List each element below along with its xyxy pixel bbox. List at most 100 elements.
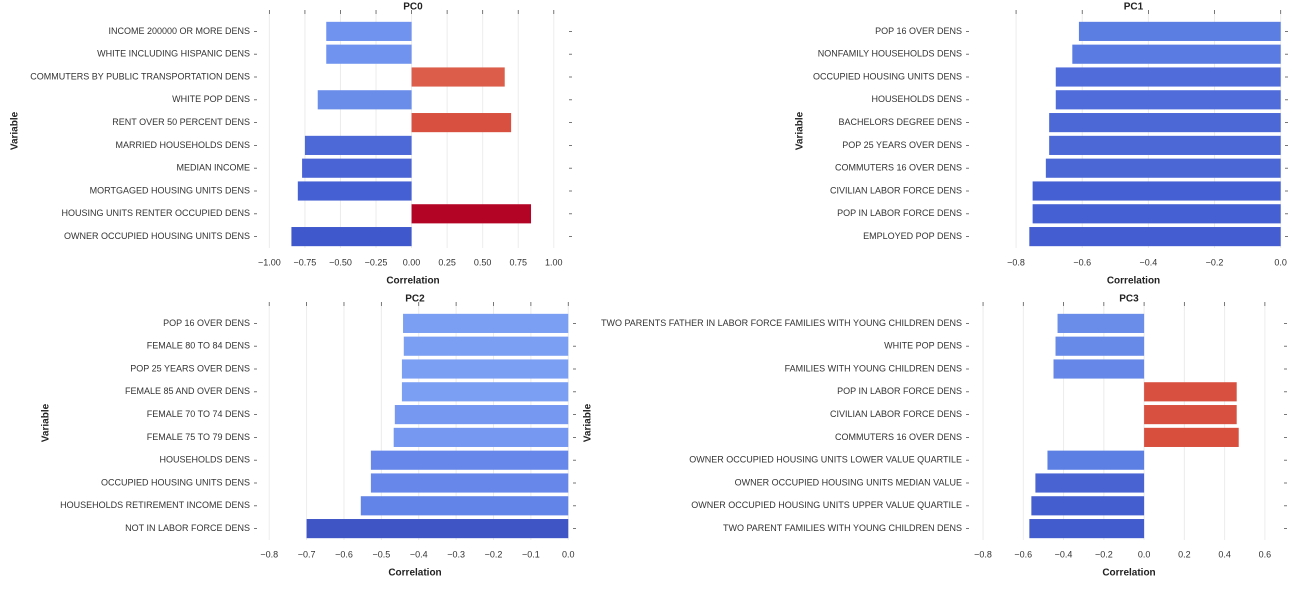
category-label: EMPLOYED POP DENS (863, 231, 962, 241)
bar (326, 21, 412, 41)
category-label: MORTGAGED HOUSING UNITS DENS (90, 185, 250, 195)
bar (370, 473, 569, 493)
category-label: TWO PARENT FAMILIES WITH YOUNG CHILDREN … (723, 523, 962, 533)
x-tick-label: −0.4 (410, 549, 428, 559)
bar (403, 336, 569, 356)
x-tick-label: −0.1 (522, 549, 540, 559)
bar (403, 313, 569, 333)
bar (1045, 158, 1281, 178)
bar (1078, 21, 1281, 41)
category-label: POP 25 YEARS OVER DENS (842, 140, 962, 150)
bar (291, 227, 412, 247)
x-tick-label: 0.50 (474, 257, 492, 267)
bar (1031, 496, 1145, 516)
category-label: FEMALE 85 AND OVER DENS (125, 386, 250, 396)
x-tick-label: −0.75 (294, 257, 317, 267)
category-label: FEMALE 75 TO 79 DENS (147, 432, 250, 442)
bar (1032, 204, 1281, 224)
category-label: NONFAMILY HOUSEHOLDS DENS (818, 49, 962, 59)
category-label: OCCUPIED HOUSING UNITS DENS (101, 477, 250, 487)
category-label: POP 16 OVER DENS (163, 318, 250, 328)
chart-title: PC2 (405, 294, 425, 305)
bar (1047, 450, 1145, 470)
bar (1029, 227, 1281, 247)
x-tick-label: 0.6 (1259, 549, 1272, 559)
x-tick-label: −0.50 (329, 257, 352, 267)
bar (1049, 135, 1281, 155)
bar (1144, 427, 1239, 447)
bar (1053, 359, 1145, 379)
y-axis-label: Variable (41, 403, 52, 442)
x-tick-label: −0.4 (1055, 549, 1073, 559)
category-label: POP IN LABOR FORCE DENS (837, 208, 962, 218)
category-label: FEMALE 80 TO 84 DENS (147, 341, 250, 351)
bar (370, 450, 569, 470)
category-label: NOT IN LABOR FORCE DENS (125, 523, 250, 533)
category-label: OWNER OCCUPIED HOUSING UNITS UPPER VALUE… (691, 500, 962, 510)
category-label: COMMUTERS 16 OVER DENS (835, 163, 962, 173)
category-label: HOUSEHOLDS RETIREMENT INCOME DENS (60, 500, 250, 510)
x-tick-label: 0.4 (1218, 549, 1231, 559)
x-tick-label: 0.2 (1178, 549, 1191, 559)
x-axis-label: Correlation (1102, 568, 1155, 579)
bar (1144, 405, 1237, 425)
bar (1055, 90, 1281, 110)
x-tick-label: 0.0 (1138, 549, 1151, 559)
category-label: OCCUPIED HOUSING UNITS DENS (813, 71, 962, 81)
bar (393, 427, 569, 447)
bar (1144, 382, 1237, 402)
category-label: HOUSING UNITS RENTER OCCUPIED DENS (61, 208, 250, 218)
x-axis-label: Correlation (1107, 276, 1160, 287)
category-label: TWO PARENTS FATHER IN LABOR FORCE FAMILI… (601, 318, 962, 328)
x-tick-label: 0.75 (509, 257, 527, 267)
y-axis-label: Variable (10, 111, 21, 150)
category-label: POP IN LABOR FORCE DENS (837, 386, 962, 396)
category-label: WHITE POP DENS (172, 94, 250, 104)
bar (1055, 67, 1281, 87)
x-tick-label: −0.8 (1007, 257, 1025, 267)
y-axis-label: Variable (795, 111, 806, 150)
x-tick-label: −0.6 (1073, 257, 1091, 267)
bar (411, 113, 512, 133)
bar (1049, 113, 1281, 133)
bar (1055, 336, 1145, 356)
bar (297, 181, 412, 201)
bar (326, 44, 412, 64)
category-label: HOUSEHOLDS DENS (159, 455, 250, 465)
bar (1029, 519, 1145, 539)
x-tick-label: −0.6 (335, 549, 353, 559)
category-label: CIVILIAN LABOR FORCE DENS (830, 185, 962, 195)
category-label: OWNER OCCUPIED HOUSING UNITS LOWER VALUE… (689, 455, 962, 465)
x-tick-label: −0.7 (298, 549, 316, 559)
chart-title: PC0 (403, 2, 423, 13)
category-label: HOUSEHOLDS DENS (871, 94, 962, 104)
bar (1072, 44, 1281, 64)
category-label: FEMALE 70 TO 74 DENS (147, 409, 250, 419)
y-axis-label: Variable (583, 403, 594, 442)
bar (306, 519, 569, 539)
bar (1057, 313, 1145, 333)
category-label: COMMUTERS BY PUBLIC TRANSPORTATION DENS (30, 71, 250, 81)
x-tick-label: −0.8 (974, 549, 992, 559)
bar (1032, 181, 1281, 201)
x-tick-label: 0.0 (562, 549, 575, 559)
x-tick-label: −1.00 (258, 257, 281, 267)
chart-title: PC1 (1124, 2, 1144, 13)
bar (1035, 473, 1145, 493)
x-tick-label: 0.25 (438, 257, 456, 267)
x-tick-label: −0.2 (485, 549, 503, 559)
category-label: OWNER OCCUPIED HOUSING UNITS MEDIAN VALU… (735, 477, 962, 487)
bar (411, 67, 505, 87)
bar (360, 496, 569, 516)
category-label: POP 16 OVER DENS (875, 26, 962, 36)
category-label: COMMUTERS 16 OVER DENS (835, 432, 962, 442)
category-label: CIVILIAN LABOR FORCE DENS (830, 409, 962, 419)
category-label: MEDIAN INCOME (176, 163, 250, 173)
bar (411, 204, 532, 224)
category-label: BACHELORS DEGREE DENS (838, 117, 962, 127)
category-label: WHITE INCLUDING HISPANIC DENS (97, 49, 250, 59)
chart-title: PC3 (1119, 294, 1139, 305)
x-tick-label: −0.2 (1095, 549, 1113, 559)
category-label: WHITE POP DENS (884, 341, 962, 351)
